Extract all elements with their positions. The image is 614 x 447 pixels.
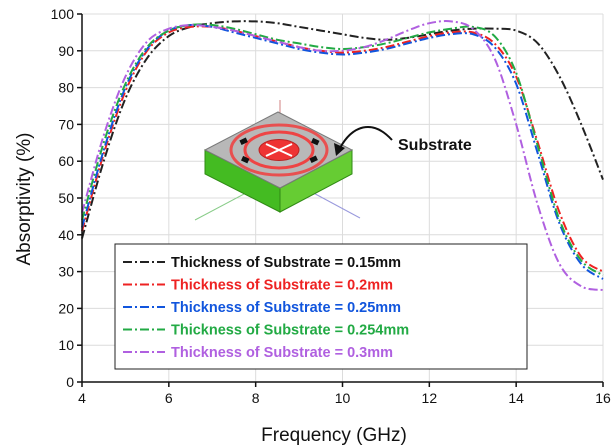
series-line-3 [81, 23, 604, 280]
legend-box [114, 243, 528, 370]
legend-label-3: Thickness of Substrate = 0.25mm [171, 300, 401, 316]
y-tick-label: 20 [58, 300, 74, 316]
substrate-inset-illustration [194, 100, 393, 221]
legend-label-2: Thickness of Substrate = 0.2mm [171, 278, 393, 294]
y-tick-label: 50 [58, 190, 74, 206]
series-lines [81, 20, 604, 291]
x-tick-label: 4 [78, 390, 86, 406]
y-tick-label: 0 [66, 374, 74, 390]
y-tick-label: 100 [51, 6, 75, 22]
y-tick-label: 70 [58, 116, 74, 132]
x-tick-label: 10 [335, 390, 351, 406]
axes: 4 6 8 10 12 14 16 0 10 20 30 40 50 60 70 80 90 100 [51, 6, 611, 406]
y-tick-label: 40 [58, 227, 74, 243]
annotation-arrow [339, 126, 393, 149]
x-axis-title: Frequency (GHz) [261, 425, 407, 446]
legend-label-5: Thickness of Substrate = 0.3mm [171, 345, 393, 361]
y-tick-label: 30 [58, 264, 74, 280]
y-tick-label: 80 [58, 80, 74, 96]
x-tick-label: 16 [595, 390, 611, 406]
y-tick-label: 60 [58, 153, 74, 169]
y-tick-label: 10 [58, 337, 74, 353]
x-tick-label: 12 [422, 390, 438, 406]
series-line-5 [81, 20, 604, 291]
x-tick-label: 8 [252, 390, 260, 406]
x-tick-label: 6 [165, 390, 173, 406]
series-line-2 [81, 25, 604, 273]
middle-ring [243, 130, 315, 170]
series-line-1 [81, 20, 604, 239]
legend: Thickness of Substrate = 0.15mm Thickness… [114, 243, 528, 370]
legend-label-4: Thickness of Substrate = 0.254mm [171, 323, 409, 339]
x-tick-label: 14 [508, 390, 524, 406]
y-tick-label: 90 [58, 43, 74, 59]
annotation-label: Substrate [398, 137, 472, 154]
legend-label-1: Thickness of Substrate = 0.15mm [171, 255, 401, 271]
outer-ring [229, 123, 329, 177]
y-axis-title: Absorptivity (%) [14, 132, 35, 265]
